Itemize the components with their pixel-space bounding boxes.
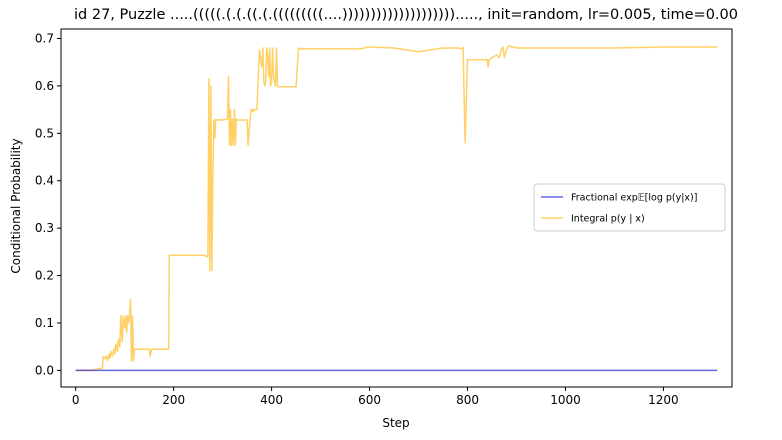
y-tick-label: 0.5	[35, 126, 54, 140]
axes: 0 200 400 600 800 1000 1200 0.0 0.1 0.2 0.3 0.4 0.5 0…	[35, 28, 733, 407]
chart-title: id 27, Puzzle .....(((((.(.(.((.(.((((((…	[74, 7, 738, 23]
x-tick-label: 1000	[550, 393, 581, 407]
legend-box	[533, 183, 726, 232]
legend-label-1: Integral p(y | x)	[571, 214, 645, 225]
y-axis-label: Conditional Probability	[9, 138, 23, 273]
legend-label-0: Fractional exp𝔼[log p(y|x)]	[571, 193, 697, 204]
y-tick-label: 0.4	[35, 174, 54, 188]
legend: Fractional exp𝔼[log p(y|x)] Integral p(y …	[533, 183, 726, 232]
y-tick-label: 0.0	[35, 363, 54, 377]
y-tick-label: 0.7	[35, 31, 54, 45]
x-tick-label: 1200	[648, 393, 679, 407]
series-line-1	[75, 44, 718, 372]
y-tick-label: 0.1	[35, 316, 54, 330]
x-tick-label: 200	[162, 393, 185, 407]
y-tick-label: 0.3	[35, 221, 54, 235]
plot-area	[75, 44, 718, 372]
x-tick-label: 600	[358, 393, 381, 407]
x-tick-label: 0	[72, 393, 80, 407]
axes-frame	[60, 28, 733, 388]
y-tick-label: 0.2	[35, 269, 54, 283]
y-tick-label: 0.6	[35, 79, 54, 93]
x-tick-label: 800	[456, 393, 479, 407]
x-tick-label: 400	[260, 393, 283, 407]
x-axis-label: Step	[382, 416, 409, 430]
